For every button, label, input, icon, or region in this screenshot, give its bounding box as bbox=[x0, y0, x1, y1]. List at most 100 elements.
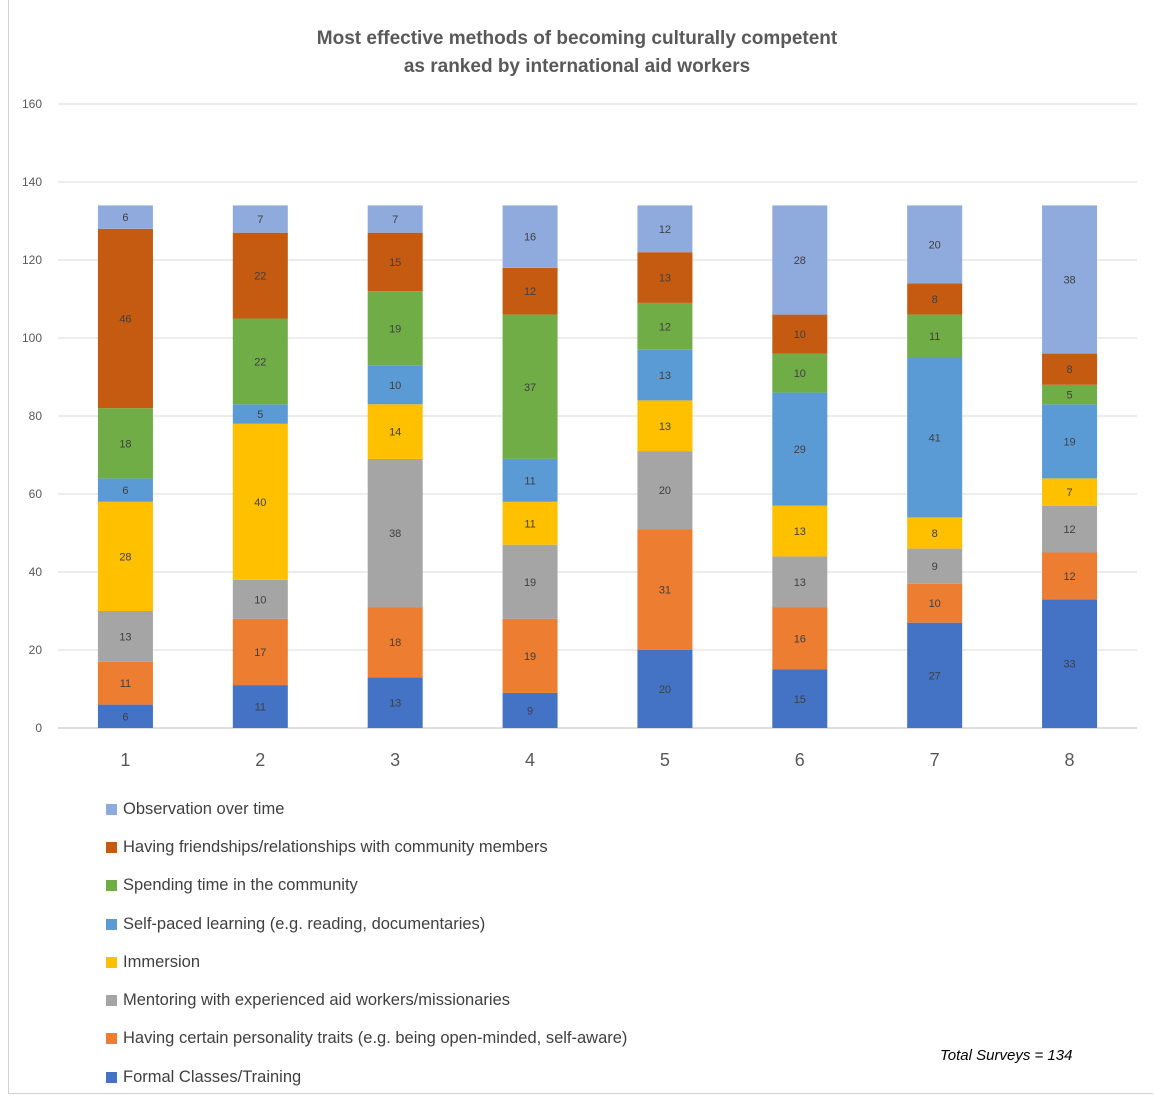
legend-item-6: Spending time in the community bbox=[106, 867, 627, 905]
bar-segment-8-series-7 bbox=[1042, 353, 1098, 385]
x-tick-label-8: 8 bbox=[1065, 750, 1075, 770]
data-label-7-series-3: 9 bbox=[932, 561, 938, 573]
data-label-7-series-6: 11 bbox=[929, 331, 940, 343]
data-label-2-series-7: 22 bbox=[254, 271, 266, 283]
legend-swatch-7 bbox=[106, 841, 117, 853]
bar-segment-6-series-6 bbox=[772, 353, 828, 393]
bar-segment-4-series-3 bbox=[502, 544, 558, 619]
bar-segment-3-series-7 bbox=[367, 232, 423, 292]
data-label-1-series-3: 13 bbox=[119, 631, 131, 643]
data-label-2-series-5: 5 bbox=[257, 409, 263, 421]
y-tick-label-60: 60 bbox=[29, 487, 43, 501]
legend-swatch-4 bbox=[106, 956, 117, 968]
data-label-6-series-8: 28 bbox=[794, 255, 806, 267]
bar-segment-1-series-2 bbox=[97, 661, 153, 705]
bar-segment-2-series-6 bbox=[232, 318, 288, 405]
data-label-8-series-3: 12 bbox=[1063, 524, 1075, 536]
data-label-8-series-2: 12 bbox=[1063, 571, 1075, 583]
bar-segment-1-series-3 bbox=[97, 611, 153, 662]
bar-segment-2-series-7 bbox=[232, 232, 288, 319]
chart-title-line-1: Most effective methods of becoming cultu… bbox=[316, 28, 838, 49]
data-label-2-series-3: 10 bbox=[254, 594, 266, 606]
data-label-6-series-2: 16 bbox=[794, 633, 806, 645]
bar-segment-5-series-4 bbox=[637, 400, 693, 452]
data-label-1-series-2: 11 bbox=[120, 678, 131, 690]
bar-segment-6-series-5 bbox=[772, 392, 828, 506]
bar-segment-3-series-5 bbox=[367, 365, 423, 405]
data-label-8-series-5: 19 bbox=[1063, 436, 1075, 448]
bar-segment-5-series-7 bbox=[637, 252, 693, 303]
legend-label-1: Formal Classes/Training bbox=[123, 1067, 302, 1086]
data-label-3-series-8: 7 bbox=[392, 214, 398, 226]
data-label-7-series-1: 27 bbox=[929, 670, 941, 682]
bar-segment-6-series-1 bbox=[772, 669, 828, 728]
data-label-4-series-3: 19 bbox=[524, 577, 536, 589]
x-tick-label-1: 1 bbox=[120, 750, 130, 770]
data-label-4-series-5: 11 bbox=[524, 475, 535, 487]
data-label-6-series-4: 13 bbox=[794, 526, 806, 538]
bar-segment-8-series-3 bbox=[1042, 505, 1098, 553]
bar-segment-7-series-4 bbox=[907, 517, 963, 549]
bar-segment-2-series-2 bbox=[232, 618, 288, 686]
data-label-8-series-1: 33 bbox=[1063, 659, 1075, 671]
total-surveys-note: Total Surveys = 134 bbox=[940, 1047, 1073, 1064]
bar-segment-3-series-6 bbox=[367, 291, 423, 366]
data-label-4-series-1: 9 bbox=[527, 705, 533, 717]
bar-segment-5-series-6 bbox=[637, 302, 693, 350]
data-label-2-series-4: 40 bbox=[254, 497, 266, 509]
legend-item-8: Observation over time bbox=[106, 790, 627, 828]
data-label-2-series-1: 11 bbox=[255, 702, 266, 714]
bar-segment-6-series-4 bbox=[772, 505, 828, 557]
legend-label-7: Having friendships/relationships with co… bbox=[123, 837, 548, 856]
y-tick-label-140: 140 bbox=[22, 175, 42, 189]
bar-segment-4-series-4 bbox=[502, 501, 558, 545]
data-label-7-series-4: 8 bbox=[932, 528, 938, 540]
x-tick-label-5: 5 bbox=[660, 750, 670, 770]
bar-segment-7-series-2 bbox=[907, 583, 963, 623]
data-label-7-series-5: 41 bbox=[929, 432, 941, 444]
y-tick-label-100: 100 bbox=[22, 331, 42, 345]
data-label-1-series-5: 6 bbox=[122, 485, 128, 497]
chart-legend: Observation over time Having friendships/… bbox=[106, 790, 627, 1096]
data-label-6-series-7: 10 bbox=[794, 329, 806, 341]
bar-segment-2-series-8 bbox=[232, 205, 288, 233]
bar-segment-6-series-3 bbox=[772, 556, 828, 608]
y-tick-label-40: 40 bbox=[29, 565, 43, 579]
data-label-5-series-4: 13 bbox=[659, 421, 671, 433]
data-label-2-series-8: 7 bbox=[257, 214, 263, 226]
stacked-bar-chart: 0204060801001201401606111328618466111171… bbox=[22, 97, 1137, 770]
bar-segment-3-series-8 bbox=[367, 205, 423, 233]
bar-segment-3-series-4 bbox=[367, 404, 423, 459]
data-label-5-series-8: 12 bbox=[659, 224, 671, 236]
data-label-3-series-1: 13 bbox=[389, 698, 401, 710]
bar-segment-1-series-4 bbox=[97, 501, 153, 611]
bar-segment-7-series-3 bbox=[907, 548, 963, 584]
bar-segment-4-series-2 bbox=[502, 618, 558, 693]
bar-segment-7-series-6 bbox=[907, 314, 963, 358]
data-label-5-series-3: 20 bbox=[659, 485, 671, 497]
data-label-1-series-6: 18 bbox=[119, 438, 131, 450]
data-label-3-series-2: 18 bbox=[389, 637, 401, 649]
data-label-4-series-8: 16 bbox=[524, 232, 536, 244]
data-label-5-series-1: 20 bbox=[659, 684, 671, 696]
data-label-4-series-7: 12 bbox=[524, 286, 536, 298]
data-label-8-series-4: 7 bbox=[1067, 487, 1073, 499]
legend-label-6: Spending time in the community bbox=[123, 876, 358, 895]
data-label-4-series-4: 11 bbox=[524, 518, 535, 530]
bar-segment-1-series-1 bbox=[97, 704, 153, 728]
bar-segment-7-series-7 bbox=[907, 283, 963, 315]
data-label-3-series-4: 14 bbox=[389, 427, 401, 439]
bar-segment-6-series-8 bbox=[772, 205, 828, 315]
bar-segment-5-series-2 bbox=[637, 529, 693, 650]
bar-segment-1-series-6 bbox=[97, 408, 153, 479]
bar-segment-8-series-6 bbox=[1042, 384, 1098, 405]
legend-label-3: Mentoring with experienced aid workers/m… bbox=[123, 991, 511, 1010]
bar-segment-8-series-4 bbox=[1042, 478, 1098, 506]
bar-segment-5-series-3 bbox=[637, 451, 693, 530]
bar-segment-6-series-2 bbox=[772, 607, 828, 670]
data-label-7-series-2: 10 bbox=[929, 598, 941, 610]
data-label-1-series-8: 6 bbox=[122, 212, 128, 224]
y-tick-label-80: 80 bbox=[29, 409, 43, 423]
data-label-3-series-5: 10 bbox=[389, 380, 401, 392]
bar-segment-8-series-1 bbox=[1042, 599, 1098, 728]
